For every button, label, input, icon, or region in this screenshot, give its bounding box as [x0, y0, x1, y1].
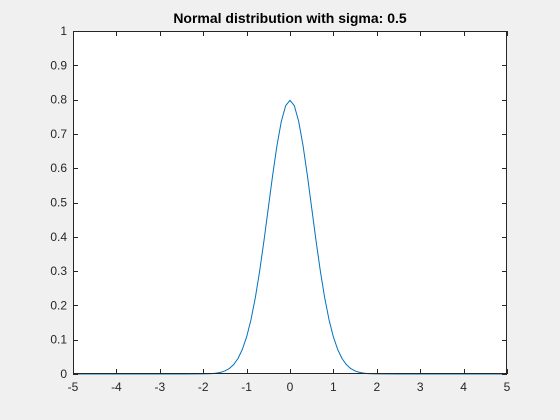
x-tick-label: 3 [417, 380, 424, 394]
x-tick-label: 0 [287, 380, 294, 394]
y-tick-label: 0.4 [50, 230, 67, 244]
x-tick-label: 1 [330, 380, 337, 394]
y-tick-label: 0.1 [50, 333, 67, 347]
plot-area [73, 31, 507, 374]
y-tick-label: 1 [60, 24, 67, 38]
x-tick-label: -3 [154, 380, 165, 394]
x-tick-label: -5 [68, 380, 79, 394]
x-tick-label: 5 [504, 380, 511, 394]
chart-title: Normal distribution with sigma: 0.5 [173, 10, 407, 26]
x-tick-label: -1 [241, 380, 252, 394]
x-tick-label: -2 [198, 380, 209, 394]
y-tick-label: 0.9 [50, 58, 67, 72]
y-tick-label: 0.8 [50, 93, 67, 107]
tick-layer: -5 -4 -3 -2 -1 0 1 2 3 4 5 0 0.1 0.2 0.3 0.4 0.5 0.6 0.7 0.… [50, 24, 510, 394]
x-tick-label: -4 [111, 380, 122, 394]
y-tick-label: 0.2 [50, 298, 67, 312]
y-tick-label: 0 [60, 367, 67, 381]
y-tick-label: 0.7 [50, 127, 67, 141]
x-tick-label: 4 [460, 380, 467, 394]
y-tick-label: 0.3 [50, 264, 67, 278]
axes-box [73, 31, 507, 374]
y-tick-label: 0.6 [50, 161, 67, 175]
x-tick-label: 2 [373, 380, 380, 394]
y-tick-label: 0.5 [50, 196, 67, 210]
